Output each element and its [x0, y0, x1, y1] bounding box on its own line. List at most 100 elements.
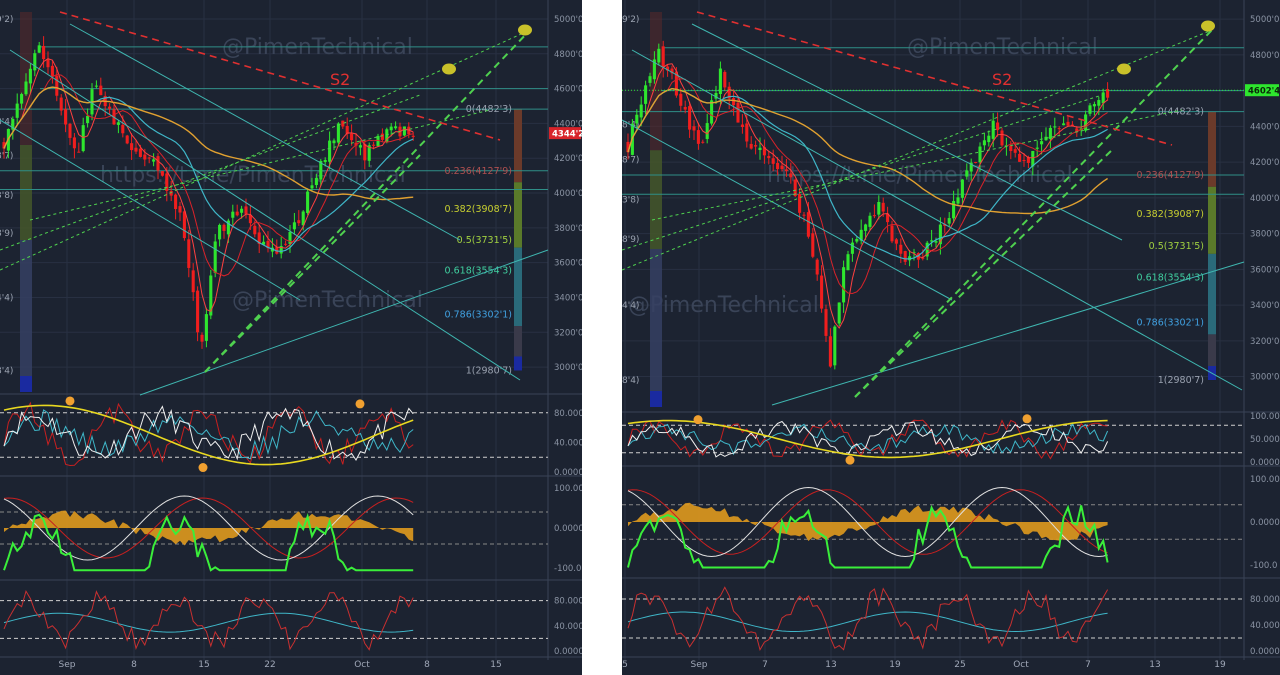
- fib-edge-label: 3'8): [0, 191, 13, 201]
- right-chart-panel: 5000'04800'04600'04400'04200'04000'03800…: [622, 0, 1280, 675]
- candle-body: [674, 71, 678, 96]
- oscillator-red-line: [3, 401, 414, 467]
- candle-body: [306, 191, 310, 213]
- candle-body: [890, 225, 894, 242]
- candle-body: [1000, 130, 1004, 146]
- fib-bar-segment: [514, 182, 522, 248]
- candle-body: [881, 202, 885, 212]
- target-marker: [518, 24, 532, 36]
- candle-body: [1062, 123, 1066, 126]
- candle-body: [688, 106, 692, 130]
- fib-level-label: 0.5(3731'5): [457, 235, 512, 246]
- price-tick-label: 4800'0: [554, 50, 582, 60]
- oscillator-white-line: [627, 486, 1108, 558]
- candle-body: [718, 68, 722, 95]
- oscillator-extreme-dot: [355, 399, 365, 409]
- fib-edge-label: 3'8): [622, 196, 639, 206]
- oscillator-tick-label: 40.000: [554, 622, 582, 632]
- candle-body: [262, 241, 266, 245]
- candle-body: [701, 141, 705, 143]
- candle-body: [24, 81, 28, 95]
- candle-body: [147, 157, 151, 159]
- fib-bar-segment: [20, 376, 32, 392]
- candle-body: [666, 66, 670, 71]
- fib-bar-segment: [650, 150, 662, 249]
- oscillator-tick-label: -100.0: [554, 564, 581, 574]
- candle-body: [639, 104, 643, 118]
- candle-body: [248, 214, 252, 224]
- candle-body: [292, 222, 296, 230]
- candle-body: [872, 215, 876, 217]
- fib-edge-label: 8'4): [622, 121, 639, 131]
- candle-body: [2, 142, 6, 149]
- fib-bar-segment: [20, 145, 32, 240]
- candle-body: [284, 243, 288, 245]
- candle-body: [815, 259, 819, 275]
- candle-body: [86, 115, 90, 124]
- target-marker: [442, 63, 456, 75]
- candle-body: [235, 211, 239, 216]
- oscillator-tick-label: 40.000: [554, 438, 582, 448]
- teal-trendline: [771, 261, 1245, 406]
- candle-body: [749, 143, 753, 149]
- oscillator-histogram-area: [628, 502, 1108, 541]
- candle-body: [745, 123, 749, 142]
- price-tick-label: 3000'0: [554, 363, 582, 373]
- candle-body: [358, 145, 362, 148]
- oscillator-cyan-line: [627, 422, 1109, 456]
- candle-body: [33, 53, 37, 71]
- oscillator-red-line: [627, 586, 1109, 651]
- candle-body: [15, 103, 19, 118]
- candle-body: [1013, 149, 1017, 153]
- candle-body: [336, 123, 340, 143]
- candle-body: [947, 218, 951, 224]
- date-tick-label: 22: [264, 660, 275, 670]
- oscillator-tick-label: 0.0000: [1250, 647, 1280, 657]
- price-tick-label: 3600'0: [554, 259, 582, 269]
- resistance-dashed-line: [59, 11, 501, 141]
- candle-body: [952, 201, 956, 219]
- candle-body: [332, 140, 336, 144]
- oscillator-extreme-dot: [65, 396, 75, 406]
- candle-body: [380, 133, 384, 140]
- oscillator-tick-label: 0.0000: [554, 524, 582, 534]
- oscillator-tick-label: 100.00: [1250, 412, 1280, 422]
- candle-body: [1097, 100, 1101, 106]
- candle-body: [762, 147, 766, 156]
- candle-body: [50, 65, 54, 76]
- candle-body: [1035, 147, 1039, 149]
- candle-body: [811, 233, 815, 257]
- oscillator-tick-label: 100.00: [1250, 475, 1280, 485]
- price-tick-label: 4400'0: [1250, 122, 1279, 132]
- price-tick-label: 3400'0: [1250, 301, 1279, 311]
- channel-dashed-line: [622, 29, 1213, 271]
- candle-body: [833, 326, 837, 366]
- oscillator-white-line: [3, 405, 414, 461]
- date-tick-label: 25: [954, 660, 965, 670]
- candle-body: [837, 302, 841, 324]
- candle-body: [1053, 126, 1057, 128]
- candle-body: [1018, 153, 1022, 162]
- date-tick-label: 13: [825, 660, 836, 670]
- candle-body: [661, 46, 665, 68]
- candle-body: [297, 220, 301, 224]
- teal-trendline: [0, 119, 301, 301]
- candle-body: [226, 220, 230, 235]
- candle-body: [55, 75, 59, 96]
- price-tick-label: 5000'0: [554, 15, 582, 25]
- candle-body: [657, 48, 661, 63]
- candle-body: [894, 239, 898, 244]
- candle-body: [191, 270, 195, 293]
- candle-body: [288, 232, 292, 244]
- price-tick-label: 4000'0: [554, 189, 582, 199]
- candle-body: [683, 106, 687, 110]
- candle-body: [42, 45, 46, 60]
- candle-body: [253, 225, 257, 235]
- price-tick-label: 4000'0: [1250, 194, 1279, 204]
- last-price-tag: [1245, 84, 1279, 97]
- oscillator-white-line: [3, 495, 414, 561]
- candle-body: [793, 179, 797, 197]
- watermark: https://t.me/PimenTechnical: [767, 163, 1073, 188]
- ma-orange-line: [627, 87, 1108, 215]
- left-fib-bar: [650, 12, 662, 407]
